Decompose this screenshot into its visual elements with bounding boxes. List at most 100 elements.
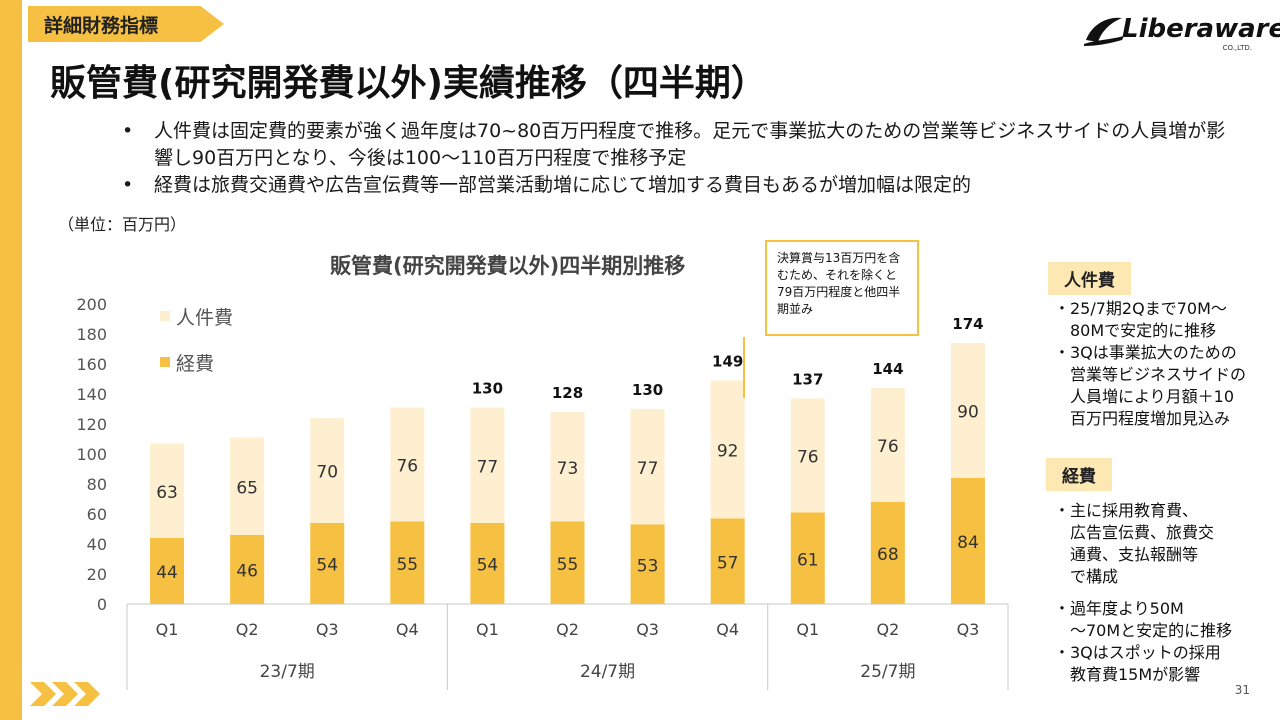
bar-expense xyxy=(870,502,905,604)
bar-personnel xyxy=(870,388,905,502)
data-label-personnel: 76 xyxy=(877,437,899,457)
data-label-personnel: 63 xyxy=(156,483,178,503)
section-tag: 詳細財務指標 xyxy=(28,6,224,42)
company-logo: Liberaware CO.,LTD. xyxy=(1082,10,1280,54)
x-group-label: 23/7期 xyxy=(260,662,315,682)
data-label-total: 149 xyxy=(712,353,743,371)
x-tick-label: Q4 xyxy=(396,620,419,639)
callout-note: 決算賞与13百万円を含むため、それを除くと79百万円程度と他四半期並み xyxy=(765,240,919,336)
x-tick-label: Q1 xyxy=(796,620,819,639)
expense-trend-description: ・過年度より50M 〜70Mと安定的に推移 ・3Qはスポットの採用 教育費15M… xyxy=(1054,599,1233,684)
data-label-expense: 55 xyxy=(557,555,579,575)
data-label-expense: 44 xyxy=(156,563,178,583)
bar-expense xyxy=(790,512,825,604)
logo-subtext: CO.,LTD. xyxy=(1222,44,1252,52)
chevron-decoration-icon xyxy=(30,682,100,706)
x-tick-label: Q2 xyxy=(876,620,899,639)
y-tick-label: 80 xyxy=(87,475,107,494)
y-tick-label: 20 xyxy=(87,565,107,584)
bullet-item: 経費は旅費交通費や広告宣伝費等一部営業活動増に応じて増加する費目もあるが増加幅は… xyxy=(122,172,1232,199)
personnel-tag: 人件費 xyxy=(1048,262,1131,295)
data-label-expense: 61 xyxy=(797,550,819,570)
data-label-personnel: 76 xyxy=(396,457,418,477)
bar-expense xyxy=(630,524,665,604)
chart-title: 販管費(研究開発費以外)四半期別推移 xyxy=(330,254,686,278)
bullet-item: 人件費は固定費的要素が強く過年度は70~80百万円程度で推移。足元で事業拡大のた… xyxy=(122,118,1232,172)
bar-expense xyxy=(710,518,745,604)
bar-personnel xyxy=(390,407,425,522)
bar-expense xyxy=(150,538,185,604)
bar-personnel xyxy=(630,409,665,525)
bar-expense xyxy=(470,523,505,604)
page-title: 販管費(研究開発費以外)実績推移（四半期） xyxy=(50,63,767,104)
data-label-personnel: 65 xyxy=(236,478,258,498)
legend-label-personnel: 人件費 xyxy=(176,307,233,329)
x-tick-label: Q2 xyxy=(556,620,579,639)
bullet-list: 人件費は固定費的要素が強く過年度は70~80百万円程度で推移。足元で事業拡大のた… xyxy=(122,118,1232,199)
y-tick-label: 0 xyxy=(97,595,107,614)
data-label-total: 174 xyxy=(952,315,983,333)
bar-personnel xyxy=(310,418,345,523)
expense-description: ・主に採用教育費、 広告宣伝費、旅費交 通費、支払報酬等 で構成 xyxy=(1054,501,1215,586)
bar-personnel xyxy=(230,437,265,535)
personnel-description: ・25/7期2Qまで70M〜 80Mで安定的に推移 ・3Qは事業拡大のための 営… xyxy=(1054,299,1247,428)
y-tick-label: 40 xyxy=(87,535,107,554)
x-tick-label: Q3 xyxy=(636,620,659,639)
unit-note: （単位：百万円） xyxy=(58,215,187,234)
bar-expense xyxy=(310,523,345,604)
data-label-personnel: 70 xyxy=(316,463,338,483)
left-accent-bar xyxy=(0,0,22,720)
y-tick-label: 180 xyxy=(76,325,107,344)
data-label-total: 144 xyxy=(872,360,903,378)
bar-expense xyxy=(390,521,425,604)
data-label-personnel: 76 xyxy=(797,448,819,468)
data-label-expense: 54 xyxy=(477,556,499,576)
bar-personnel xyxy=(710,380,745,519)
data-label-expense: 57 xyxy=(717,553,739,573)
data-label-personnel: 90 xyxy=(957,403,979,423)
bar-personnel xyxy=(950,343,985,478)
data-label-expense: 53 xyxy=(637,556,659,576)
logo-mark-icon xyxy=(1084,17,1124,46)
y-tick-label: 100 xyxy=(76,445,107,464)
bar-personnel xyxy=(790,398,825,513)
y-tick-label: 120 xyxy=(76,415,107,434)
data-label-total: 130 xyxy=(632,381,663,399)
bar-expense xyxy=(230,535,265,604)
bar-expense xyxy=(950,478,985,604)
bar-personnel xyxy=(470,407,505,523)
data-label-total: 128 xyxy=(552,384,583,402)
legend-label-expense: 経費 xyxy=(176,353,214,375)
bar-expense xyxy=(550,521,585,604)
y-tick-label: 140 xyxy=(76,385,107,404)
data-label-expense: 84 xyxy=(957,533,979,553)
expense-tag: 経費 xyxy=(1046,458,1112,491)
legend-swatch-expense xyxy=(160,357,170,367)
data-label-expense: 54 xyxy=(316,556,338,576)
y-tick-label: 60 xyxy=(87,505,107,524)
data-label-expense: 55 xyxy=(396,555,418,575)
page-number: 31 xyxy=(1234,683,1250,697)
bar-personnel xyxy=(550,412,585,522)
data-label-total: 130 xyxy=(472,380,503,398)
data-label-expense: 46 xyxy=(236,562,258,582)
bar-personnel xyxy=(150,443,185,538)
x-group-label: 25/7期 xyxy=(860,662,915,682)
data-label-total: 137 xyxy=(792,371,823,389)
logo-text: Liberaware xyxy=(1122,14,1280,44)
data-label-personnel: 77 xyxy=(477,457,499,477)
x-tick-label: Q1 xyxy=(476,620,499,639)
data-label-personnel: 92 xyxy=(717,442,739,462)
data-label-expense: 68 xyxy=(877,545,899,565)
data-label-personnel: 73 xyxy=(557,459,579,479)
legend-swatch-personnel xyxy=(160,311,170,321)
y-tick-label: 200 xyxy=(76,295,107,314)
data-label-personnel: 77 xyxy=(637,459,659,479)
x-tick-label: Q1 xyxy=(156,620,179,639)
x-tick-label: Q2 xyxy=(236,620,259,639)
stacked-bar-chart: 0 20 40 60 80 100 120 140 160 180 200 44 63 Q1 46 65 Q2 5… xyxy=(76,295,1009,690)
y-tick-label: 160 xyxy=(76,355,107,374)
x-tick-label: Q4 xyxy=(716,620,739,639)
x-tick-label: Q3 xyxy=(316,620,339,639)
x-group-label: 24/7期 xyxy=(580,662,635,682)
